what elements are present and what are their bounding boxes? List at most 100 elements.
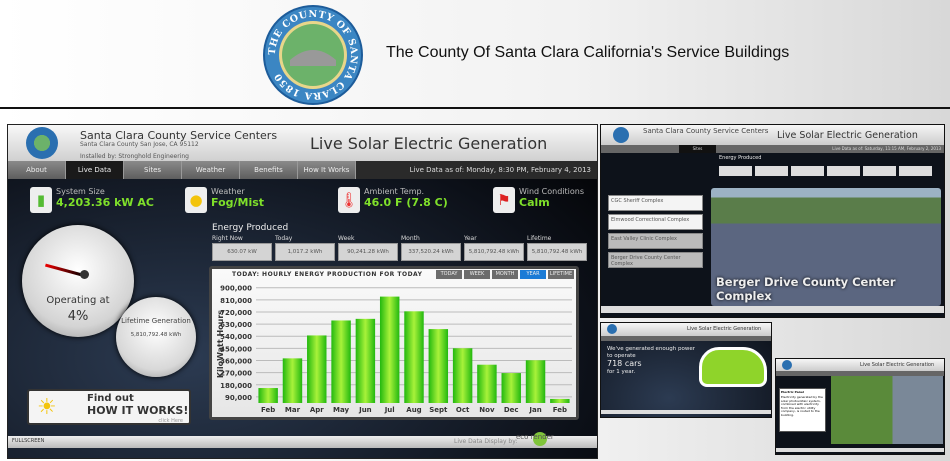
county-seal-logo: THE COUNTY OF SANTA CLARA 1850 <box>262 4 364 106</box>
site-photo: Berger Drive County Center Complex <box>711 188 941 306</box>
energy-col-value: 5,810,792.48 kWh <box>527 243 587 261</box>
energy-col-value: 630.07 kW <box>212 243 272 261</box>
bar-may[interactable] <box>331 320 351 403</box>
y-axis-label: KiloWatt Hours <box>216 310 225 378</box>
energy-col-label: Week <box>338 235 355 242</box>
stat-system-size: ▮ System Size 4,203.36 kW AC <box>30 187 154 213</box>
y-tick-label: 720,000 <box>220 309 252 317</box>
y-tick-label: 450,000 <box>220 345 252 353</box>
site-item[interactable]: Berger Drive County Center Complex <box>608 252 703 268</box>
bar-apr[interactable] <box>307 335 327 403</box>
y-tick-label: 180,000 <box>220 382 252 390</box>
energy-col-label: Today <box>275 235 293 242</box>
chart-period-tabs: TODAY WEEK MONTH YEAR LIFETIME <box>436 270 574 279</box>
chart-tab-today[interactable]: TODAY <box>436 270 462 279</box>
tab-sites[interactable]: Sites <box>679 145 716 153</box>
energy-col-label: Month <box>401 235 420 242</box>
energy-col-label: Lifetime <box>527 235 552 242</box>
ecorender-globe-icon <box>533 432 547 446</box>
site-name: CGC Sheriff Complex <box>611 198 664 204</box>
x-tick-label: Dec <box>504 406 519 414</box>
tab-sites[interactable]: Sites <box>124 161 182 179</box>
x-tick-label: Nov <box>479 406 495 414</box>
tab-live-data[interactable]: Live Data <box>66 161 124 179</box>
benefit-line2: to operate <box>607 352 636 359</box>
bar-sept[interactable] <box>428 329 449 403</box>
bar-feb[interactable] <box>258 388 278 403</box>
site-item[interactable]: Elmwood Correctional Complex <box>608 214 703 230</box>
energy-col: Right Now 630.07 kW <box>212 235 272 261</box>
footer-bar: FULLSCREEN Live Data Display by: eco ren… <box>8 432 597 448</box>
chart-tab-year[interactable]: YEAR <box>520 270 546 279</box>
stat-value: 46.0 F (7.8 C) <box>364 196 448 209</box>
chart-tab-lifetime[interactable]: LIFETIME <box>548 270 574 279</box>
click-here-link[interactable]: click Here <box>158 418 183 424</box>
county-seal-graphic: THE COUNTY OF SANTA CLARA 1850 <box>263 5 363 105</box>
bar-aug[interactable] <box>404 311 424 403</box>
bar-jun[interactable] <box>355 318 376 403</box>
panel-title: Electric Panel <box>781 390 804 394</box>
lifetime-label: Lifetime Generation <box>121 317 191 325</box>
y-tick-label: 630,000 <box>220 321 252 329</box>
stat-label: Ambient Temp. <box>364 187 425 196</box>
how-it-works-button[interactable]: ☀ Find out HOW IT WORKS! click Here <box>27 389 191 425</box>
x-tick-label: Mar <box>285 406 301 414</box>
sun-icon: ● <box>185 187 207 213</box>
benefit-cars: 718 cars <box>607 359 642 368</box>
energy-col: Today 1,017.2 kWh <box>275 235 335 261</box>
thumb-nav <box>601 336 771 341</box>
battery-icon: ▮ <box>30 187 52 213</box>
y-tick-label: 900,000 <box>220 285 252 293</box>
bar-jan[interactable] <box>525 360 546 403</box>
stat-value: Calm <box>519 196 550 209</box>
fullscreen-button[interactable]: FULLSCREEN <box>12 438 45 444</box>
thumb-header: Live Solar Electric Generation <box>776 359 944 371</box>
tab-weather[interactable]: Weather <box>182 161 240 179</box>
benefits-screenshot: Live Solar Electric Generation We've gen… <box>600 322 772 418</box>
sites-screenshot: Santa Clara County Service Centers Live … <box>600 124 945 318</box>
org-address: Santa Clara County San Jose, CA 95112 <box>80 141 199 148</box>
x-tick-label: Oct <box>456 406 470 414</box>
thumb-header: Santa Clara County Service Centers Live … <box>601 125 944 145</box>
chart-plot: 90,000 180,000 270,000 360,000 450,000 540,00… <box>216 285 572 414</box>
nav-bar: About Live Data Sites Weather Benefits H… <box>8 161 597 179</box>
live-timestamp: Live Data as of: Monday, 8:30 PM, Februa… <box>356 161 597 179</box>
county-logo <box>607 324 617 334</box>
y-tick-label: 90,000 <box>225 394 252 402</box>
energy-col: Week 90,241.28 kWh <box>338 235 398 261</box>
tab-benefits[interactable]: Benefits <box>240 161 298 179</box>
app-title: Live Solar Electric Generation <box>687 326 762 332</box>
site-item[interactable]: East Valley Clinic Complex <box>608 233 703 249</box>
operating-gauge: Operating at 4% <box>22 225 134 337</box>
chart-tab-month[interactable]: MONTH <box>492 270 518 279</box>
y-tick-label: 270,000 <box>220 370 252 378</box>
electric-panel-info: Electric Panel Electricity generated by … <box>779 388 826 432</box>
bar-jul[interactable] <box>379 296 400 403</box>
y-tick-label: 810,000 <box>220 297 252 305</box>
benefit-line3: for 1 year. <box>607 369 636 375</box>
energy-produced-title: Energy Produced <box>212 223 289 233</box>
stat-value: 4,203.36 kW AC <box>56 196 154 209</box>
app-title: Live Solar Electric Generation <box>860 362 935 368</box>
tab-about[interactable]: About <box>8 161 66 179</box>
app-header: Santa Clara County Service Centers Santa… <box>8 125 597 161</box>
energy-col-value: 90,241.28 kWh <box>338 243 398 261</box>
live-data-screenshot: Santa Clara County Service Centers Santa… <box>7 124 598 459</box>
x-tick-label: Feb <box>261 406 275 414</box>
bar-nov[interactable] <box>477 364 497 403</box>
site-item[interactable]: CGC Sheriff Complex <box>608 195 703 211</box>
thumb-footer <box>776 448 944 452</box>
energy-produced-title: Energy Produced <box>719 155 762 161</box>
energy-col-value: 1,017.2 kWh <box>275 243 335 261</box>
plug-sun-icon: ☀ <box>37 395 57 420</box>
energy-col-label: Year <box>464 235 477 242</box>
bar-oct[interactable] <box>452 348 473 403</box>
bar-mar[interactable] <box>282 358 303 403</box>
ecorender-logo: eco render <box>516 433 554 441</box>
tab-how-it-works[interactable]: How It Works <box>298 161 356 179</box>
org-name: Santa Clara County Service Centers <box>643 127 769 135</box>
bar-dec[interactable] <box>501 373 521 403</box>
chart-tab-week[interactable]: WEEK <box>464 270 490 279</box>
energy-col: Year 5,810,792.48 kWh <box>464 235 524 261</box>
bar-feb[interactable] <box>550 398 570 403</box>
